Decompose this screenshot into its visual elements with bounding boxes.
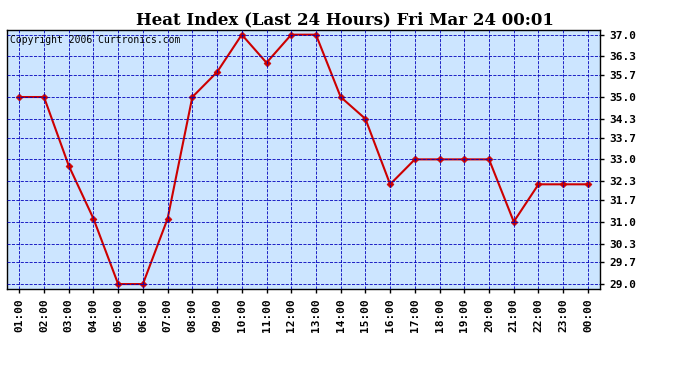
Text: Heat Index (Last 24 Hours) Fri Mar 24 00:01: Heat Index (Last 24 Hours) Fri Mar 24 00… xyxy=(136,11,554,28)
Text: Copyright 2006 Curtronics.com: Copyright 2006 Curtronics.com xyxy=(10,35,180,45)
